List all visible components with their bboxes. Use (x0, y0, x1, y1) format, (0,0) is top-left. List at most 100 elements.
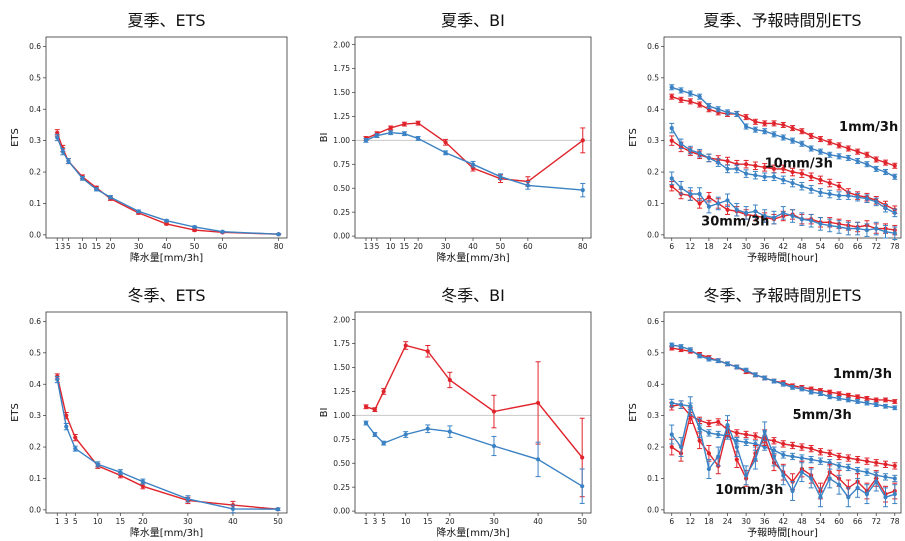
x-tick-label: 42 (779, 242, 789, 251)
series-line (365, 422, 583, 487)
data-point (725, 198, 730, 203)
data-point (818, 190, 823, 195)
x-tick-label: 30 (134, 242, 144, 251)
data-point (403, 343, 408, 348)
data-point (669, 184, 674, 189)
data-point (827, 451, 832, 456)
data-point (725, 110, 730, 115)
data-point (883, 169, 888, 175)
data-point (781, 441, 786, 447)
data-point (697, 94, 702, 99)
data-point (164, 218, 169, 223)
data-point (706, 204, 712, 209)
data-point (809, 174, 814, 179)
x-tick-label: 50 (577, 517, 587, 526)
y-tick-label: 1.75 (333, 339, 350, 348)
data-point (827, 223, 832, 228)
plot-frame (45, 36, 288, 239)
data-point (725, 361, 730, 366)
x-tick-label: 40 (533, 517, 543, 526)
data-point (762, 213, 767, 219)
data-point (447, 429, 452, 434)
data-point (827, 180, 832, 186)
data-point (725, 422, 730, 428)
data-point (447, 377, 452, 383)
data-point (372, 407, 377, 412)
data-point (716, 358, 721, 363)
plot-frame (663, 311, 902, 514)
x-axis-label: 降水量[mm/3h] (130, 251, 203, 264)
y-tick-label: 0.50 (333, 459, 350, 468)
y-tick-label: 0.3 (29, 136, 41, 145)
data-point (809, 389, 814, 395)
data-point (771, 438, 777, 443)
data-point (697, 191, 702, 197)
y-tick-label: 0.00 (333, 232, 350, 241)
data-point (781, 210, 786, 215)
plot-frame (354, 36, 592, 239)
data-point (716, 107, 721, 112)
data-point (416, 136, 421, 141)
data-point (799, 386, 804, 392)
data-point (836, 454, 842, 459)
data-point (192, 224, 197, 230)
x-tick-label: 12 (686, 517, 696, 526)
chart-title: 夏季、ETS (127, 11, 205, 30)
y-tick-label: 0.4 (29, 105, 41, 114)
y-tick-label: 0.50 (333, 184, 350, 193)
x-tick-label: 5 (73, 517, 78, 526)
data-point (734, 364, 739, 370)
series-annotation: 30mm/3h (701, 214, 769, 229)
data-point (762, 121, 767, 126)
x-tick-label: 30 (183, 517, 193, 526)
data-point (762, 129, 767, 134)
series-line (365, 344, 583, 458)
data-point (425, 426, 430, 431)
data-point (669, 400, 674, 406)
data-point (771, 132, 777, 137)
data-point (771, 121, 777, 126)
series-blue-10mm-3h (669, 396, 898, 508)
series-blue (363, 420, 585, 504)
y-tick-label: 0.0 (29, 505, 41, 514)
data-point (73, 435, 78, 440)
plot-frame (354, 311, 592, 514)
data-point (762, 375, 767, 381)
x-tick-label: 15 (400, 242, 410, 251)
data-point (73, 446, 78, 451)
data-point (580, 484, 585, 489)
data-point (734, 444, 739, 450)
data-point (771, 166, 777, 172)
y-tick-label: 0.75 (333, 160, 350, 169)
data-point (725, 166, 730, 172)
data-point (743, 124, 749, 129)
data-point (864, 470, 870, 475)
data-point (855, 457, 860, 462)
x-tick-label: 10 (386, 242, 396, 251)
data-point (743, 440, 749, 445)
data-point (734, 111, 739, 117)
y-tick-label: 0.6 (647, 317, 659, 326)
data-point (818, 449, 823, 454)
data-point (678, 88, 684, 93)
data-point (874, 199, 879, 204)
x-tick-label: 10 (93, 517, 103, 526)
series-annotation: 10mm/3h (715, 483, 783, 498)
data-point (864, 400, 870, 406)
data-point (64, 424, 69, 429)
data-point (381, 441, 386, 446)
data-point (669, 138, 674, 143)
data-point (753, 119, 758, 124)
data-point (443, 150, 448, 155)
data-point (818, 136, 823, 142)
data-point (535, 457, 541, 462)
data-point (836, 193, 842, 198)
data-point (753, 209, 758, 214)
data-point (725, 207, 730, 212)
y-tick-label: 0.4 (29, 380, 41, 389)
y-tick-label: 0.5 (647, 73, 659, 82)
data-point (669, 176, 674, 181)
x-tick-label: 60 (834, 242, 844, 251)
data-point (846, 226, 851, 231)
data-point (669, 94, 674, 99)
